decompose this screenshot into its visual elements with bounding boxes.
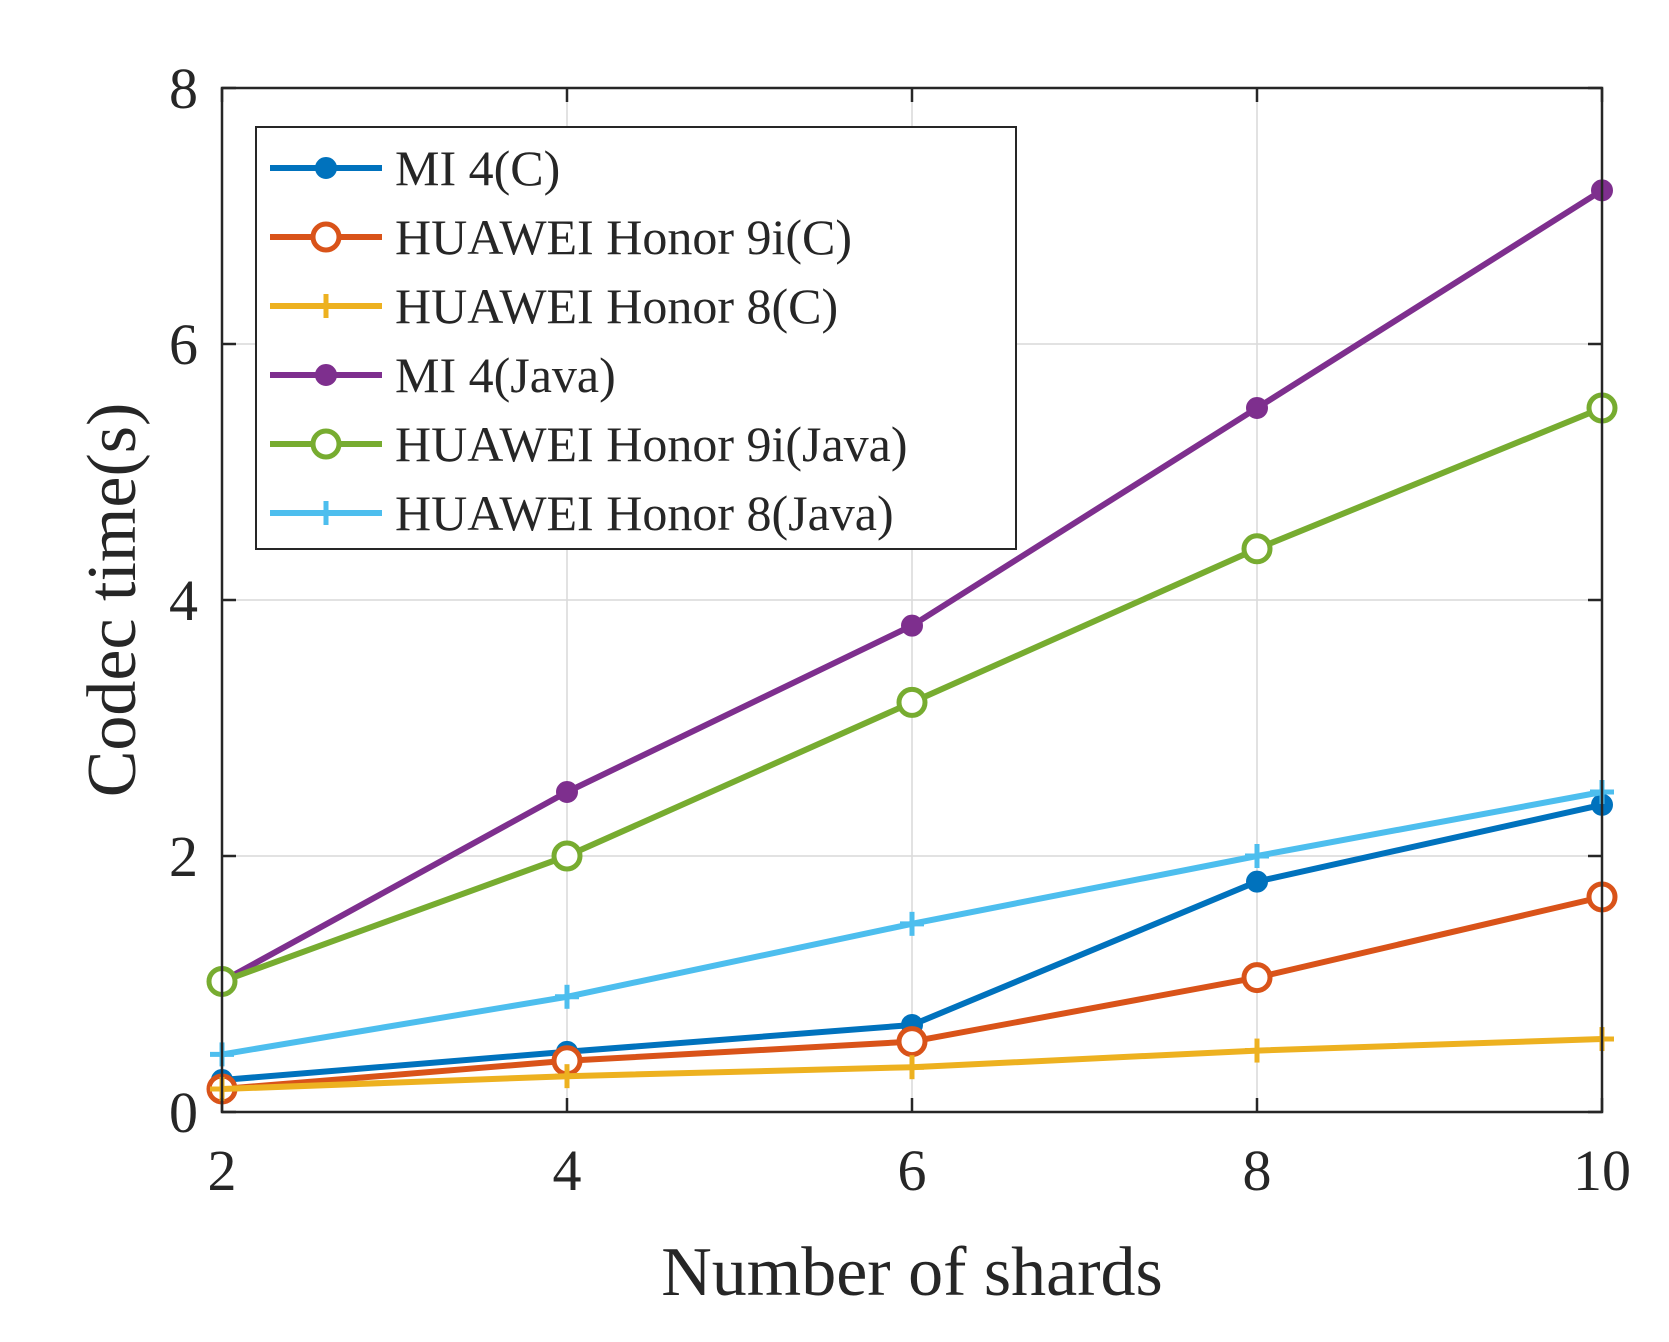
legend-label: HUAWEI Honor 8(C)	[395, 278, 838, 334]
y-tick-label: 8	[169, 56, 198, 121]
y-tick-label: 4	[169, 568, 198, 633]
legend-marker	[314, 501, 338, 525]
x-tick-label: 10	[1573, 1138, 1631, 1203]
legend-entry: HUAWEI Honor 8(C)	[270, 278, 838, 334]
series-3	[211, 179, 1613, 993]
legend-marker	[315, 157, 337, 179]
data-point	[900, 1055, 924, 1080]
legend-entry: HUAWEI Honor 9i(C)	[270, 209, 852, 265]
legend-label: HUAWEI Honor 8(Java)	[395, 485, 894, 541]
x-axis-title: Number of shards	[661, 1234, 1163, 1311]
x-tick-label: 6	[898, 1138, 927, 1203]
legend-marker	[314, 294, 338, 318]
legend: MI 4(C) HUAWEI Honor 9i(C) HUAWEI Honor 8(…	[255, 126, 1017, 550]
legend-label: HUAWEI Honor 9i(C)	[395, 209, 852, 265]
legend-marker	[310, 221, 342, 253]
data-point	[551, 840, 583, 872]
data-point	[900, 911, 924, 936]
y-axis-title: Codec time(s)	[74, 403, 151, 798]
data-point	[901, 614, 923, 637]
legend-entry: HUAWEI Honor 8(Java)	[270, 485, 894, 541]
legend-label: HUAWEI Honor 9i(Java)	[395, 416, 908, 472]
data-point	[1241, 962, 1273, 994]
x-tick-label: 4	[553, 1138, 582, 1203]
legend-entry: HUAWEI Honor 9i(Java)	[270, 416, 908, 472]
legend-label: MI 4(Java)	[395, 347, 616, 403]
data-point	[555, 1064, 579, 1089]
y-tick-label: 2	[169, 824, 198, 889]
data-point	[896, 686, 928, 718]
legend-entry: MI 4(C)	[270, 140, 560, 196]
data-point	[1241, 533, 1273, 565]
data-point	[556, 781, 578, 803]
legend-marker	[310, 428, 342, 460]
data-point	[1246, 397, 1268, 419]
y-tick-label: 0	[169, 1080, 198, 1145]
legend-entry: MI 4(Java)	[270, 347, 616, 403]
x-tick-label: 2	[208, 1138, 237, 1203]
data-point	[1245, 844, 1269, 868]
series-layer	[206, 179, 1618, 1105]
data-point	[555, 984, 579, 1009]
x-tick-label: 8	[1243, 1138, 1272, 1203]
axis-ticks	[220, 86, 1604, 1114]
legend-box	[255, 126, 1017, 550]
data-point	[1246, 870, 1268, 893]
legend-label: MI 4(C)	[395, 140, 560, 196]
legend-marker	[315, 364, 337, 386]
y-tick-label: 6	[169, 312, 198, 377]
data-point	[896, 1026, 928, 1058]
data-point	[1245, 1038, 1269, 1063]
